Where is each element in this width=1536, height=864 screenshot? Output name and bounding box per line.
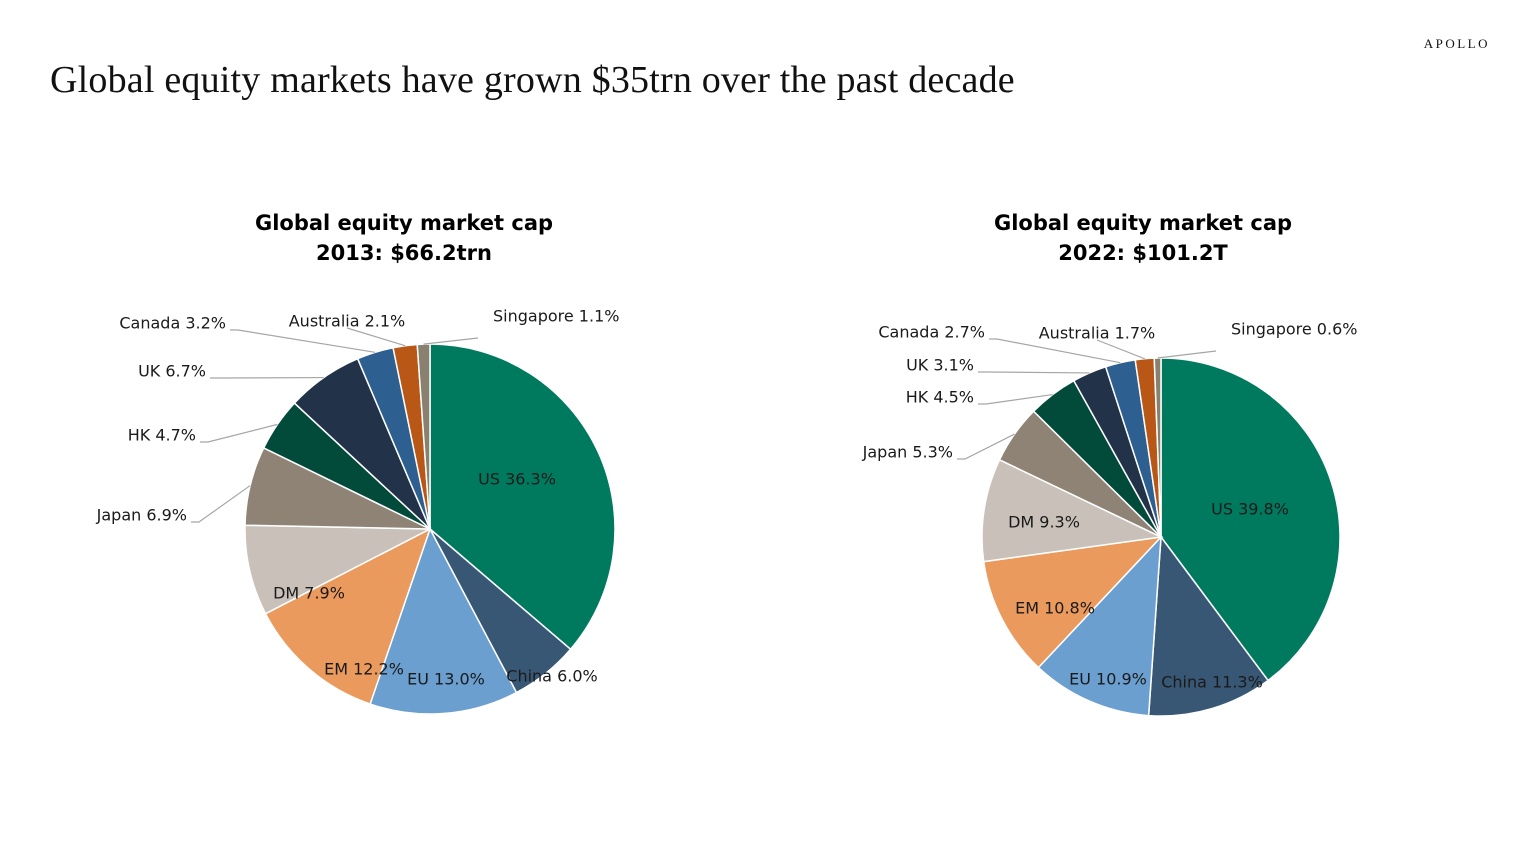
data-label-japan: Japan 6.9% xyxy=(96,506,187,525)
pie-slice-em xyxy=(264,527,432,705)
pie-slice-eu xyxy=(369,527,518,715)
data-label-hk: HK 4.7% xyxy=(128,426,196,445)
chart-title-2013: Global equity market cap 2013: $66.2trn xyxy=(204,208,604,268)
data-label-australia: Australia 2.1% xyxy=(289,312,406,331)
data-label-china: China 6.0% xyxy=(506,667,597,686)
leader-line-hk xyxy=(200,423,278,443)
pie-slice-em xyxy=(982,535,1164,669)
pie-slice-dm xyxy=(981,458,1164,563)
data-label-japan: Japan 5.3% xyxy=(862,443,953,462)
data-label-dm: DM 9.3% xyxy=(1008,513,1080,532)
pie-slice-us xyxy=(1160,357,1341,682)
leader-line-uk xyxy=(978,371,1090,374)
data-label-uk: UK 3.1% xyxy=(906,356,974,375)
data-label-dm: DM 7.9% xyxy=(273,584,345,603)
data-label-canada: Canada 2.7% xyxy=(878,323,985,342)
apollo-logo: APOLLO xyxy=(1423,36,1490,51)
pie-slice-eu xyxy=(1037,534,1162,717)
leader-line-australia xyxy=(346,327,406,347)
leader-line-australia xyxy=(1096,339,1145,360)
pie-slice-china xyxy=(1147,534,1270,717)
page-title: Global equity markets have grown $35trn … xyxy=(50,59,1015,101)
chart-title-2022: Global equity market cap 2022: $101.2T xyxy=(943,208,1343,268)
data-label-canada: Canada 3.2% xyxy=(119,314,226,333)
chart-title-line2: 2013: $66.2trn xyxy=(316,241,492,265)
leader-line-hk xyxy=(978,393,1053,405)
data-label-eu: EU 13.0% xyxy=(407,670,485,689)
data-label-singapore: Singapore 1.1% xyxy=(493,307,619,326)
data-label-us: US 39.8% xyxy=(1211,500,1289,519)
leader-line-japan xyxy=(191,485,251,523)
data-label-singapore: Singapore 0.6% xyxy=(1231,320,1357,339)
data-label-china: China 11.3% xyxy=(1161,673,1263,692)
leader-line-japan xyxy=(957,433,1015,460)
data-label-eu: EU 10.9% xyxy=(1069,670,1147,689)
leader-line-canada xyxy=(989,338,1121,364)
data-label-em: EM 12.2% xyxy=(324,660,404,679)
data-label-australia: Australia 1.7% xyxy=(1039,324,1156,343)
chart-title-line2: 2022: $101.2T xyxy=(1058,241,1228,265)
leader-line-singapore xyxy=(423,337,479,345)
leader-line-singapore xyxy=(1157,350,1217,359)
pie-slice-dm xyxy=(244,524,431,615)
chart-title-line1: Global equity market cap xyxy=(993,211,1293,235)
data-label-us: US 36.3% xyxy=(478,470,556,489)
pie-slice-us xyxy=(429,343,616,651)
chart-title-line1: Global equity market cap xyxy=(254,211,554,235)
data-label-em: EM 10.8% xyxy=(1015,599,1095,618)
data-label-uk: UK 6.7% xyxy=(138,362,206,381)
leader-line-canada xyxy=(230,329,376,353)
data-label-hk: HK 4.5% xyxy=(906,388,974,407)
